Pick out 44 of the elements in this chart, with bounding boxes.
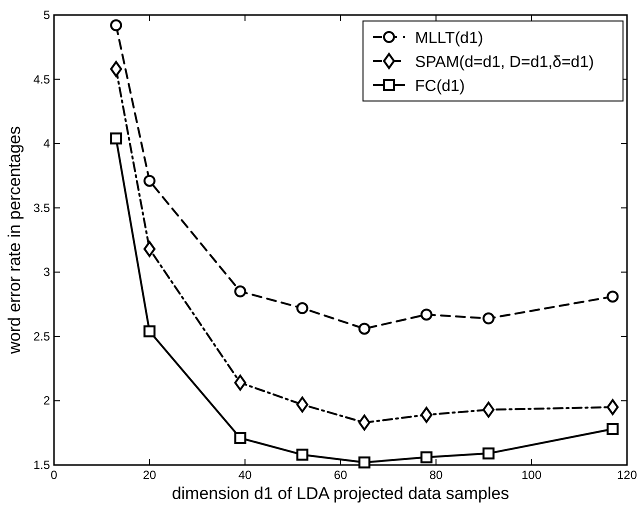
point <box>110 132 122 144</box>
y-tick-label: 5 <box>43 8 50 22</box>
point <box>420 451 432 464</box>
point <box>606 399 619 416</box>
y-tick-label: 4 <box>43 136 50 151</box>
y-tick-label: 2.5 <box>33 329 50 344</box>
x-tick-label: 80 <box>429 468 443 482</box>
y-tick-label: 1.5 <box>33 458 50 472</box>
point <box>606 423 619 435</box>
x-tick-label: 100 <box>521 468 542 482</box>
x-tick-label: 0 <box>50 468 58 482</box>
point <box>110 61 122 77</box>
y-tick-label: 3.5 <box>33 200 50 215</box>
point <box>234 285 246 298</box>
legend-label: FC(d1) <box>415 78 465 95</box>
point <box>296 396 308 413</box>
point <box>234 374 246 391</box>
x-tick-label: 120 <box>616 468 637 482</box>
point <box>144 174 156 187</box>
point <box>420 406 432 423</box>
y-tick-label: 2 <box>43 394 50 408</box>
point <box>234 432 246 444</box>
point <box>358 322 370 335</box>
x-axis-title: dimension d1 of LDA projected data samples <box>172 484 510 503</box>
point <box>482 312 495 324</box>
x-tick-label: 40 <box>238 468 252 482</box>
x-tick-label: 60 <box>334 468 348 482</box>
x-tick-label: 20 <box>142 468 156 482</box>
point <box>606 290 619 303</box>
legend-label: SPAM(d=d1, D=d1,δ=d1) <box>415 54 594 71</box>
point <box>296 448 308 461</box>
point <box>482 402 495 418</box>
y-tick-label: 4.5 <box>33 72 50 86</box>
point <box>358 414 370 431</box>
y-axis-title: word error rate in percentages <box>5 126 24 355</box>
point <box>482 447 495 460</box>
point <box>296 302 308 314</box>
point <box>420 308 432 321</box>
y-tick-label: 3 <box>43 265 50 280</box>
point <box>110 19 122 32</box>
point <box>144 325 156 338</box>
point <box>144 241 156 257</box>
point <box>358 456 370 468</box>
legend-label: MLLT(d1) <box>415 30 484 47</box>
